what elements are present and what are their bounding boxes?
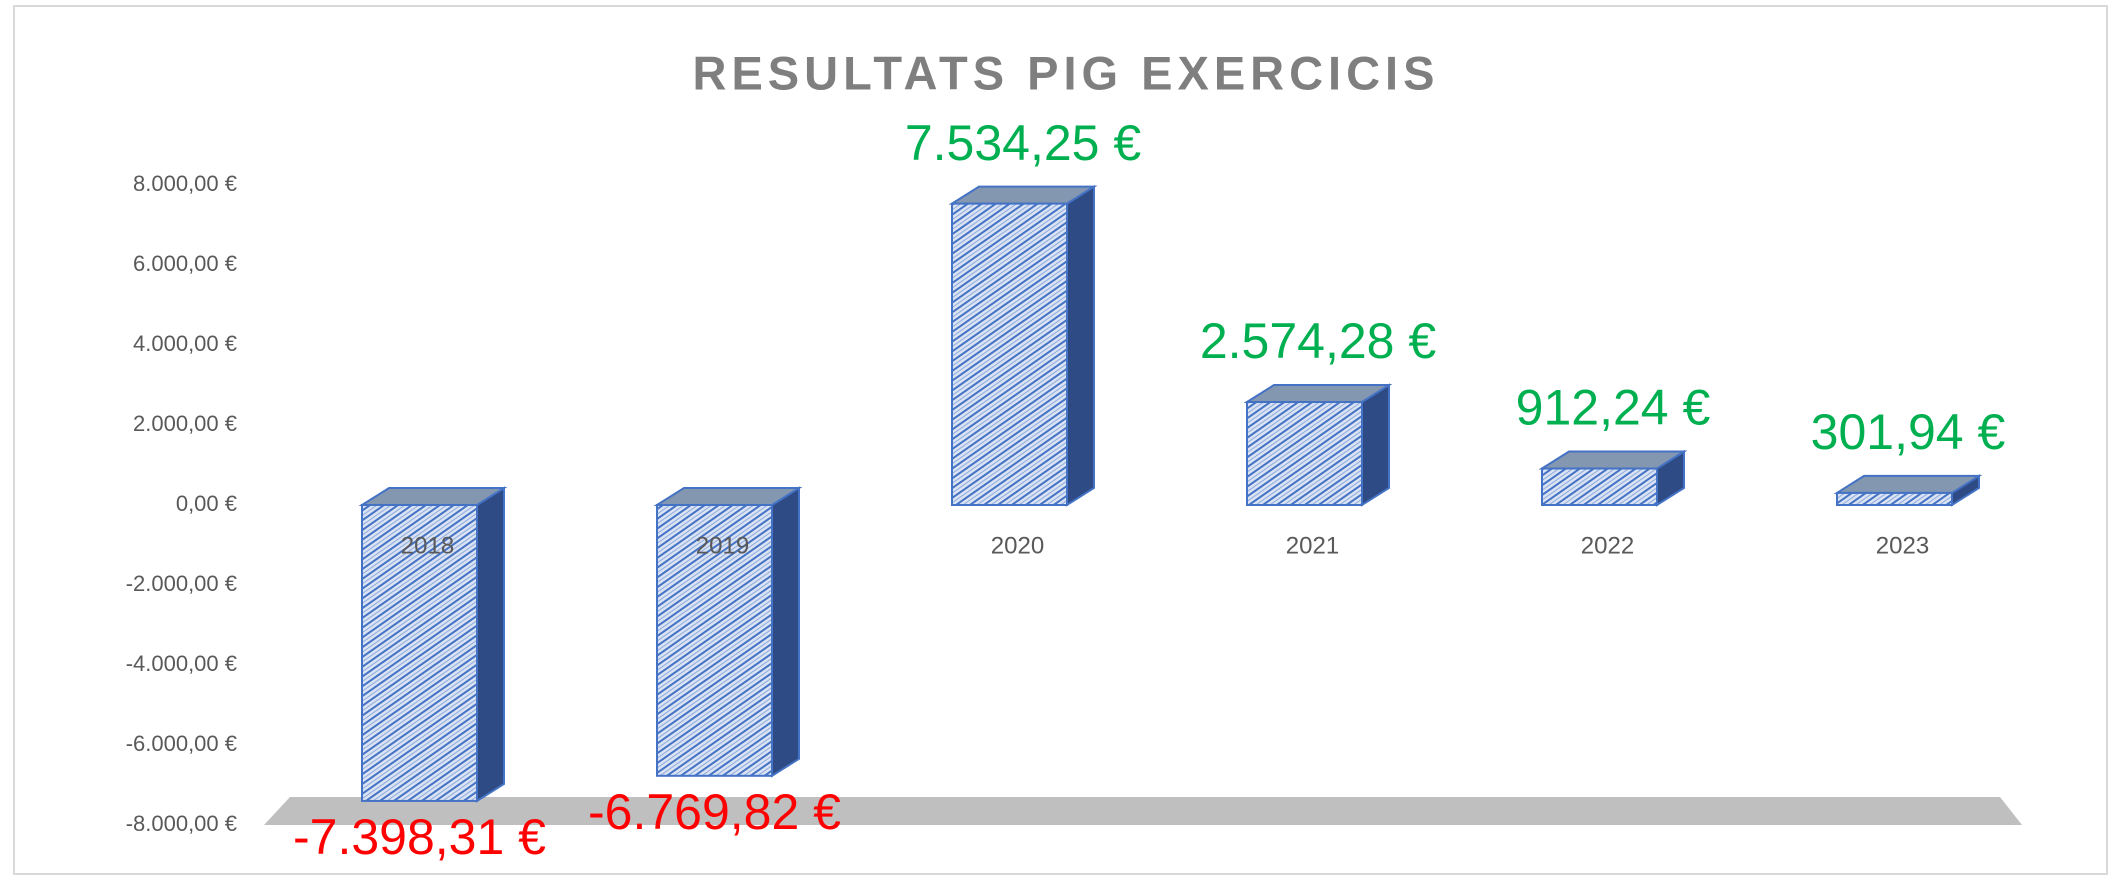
x-tick-label: 2022: [1581, 532, 1634, 559]
bar: [1833, 474, 1983, 507]
data-label: 912,24 €: [1516, 380, 1711, 436]
bar-front: [1246, 401, 1363, 507]
x-tick-label: 2023: [1876, 532, 1929, 559]
bar: [358, 486, 508, 803]
bar-front: [656, 504, 773, 777]
bar-front: [1541, 467, 1658, 507]
x-tick-label: 2018: [401, 532, 454, 559]
y-tick-label: -4.000,00 €: [126, 651, 237, 676]
data-label: 7.534,25 €: [905, 115, 1142, 171]
y-tick-label: 8.000,00 €: [133, 171, 237, 196]
bar-front: [951, 202, 1068, 506]
floor: [264, 797, 2022, 825]
y-tick-label: 6.000,00 €: [133, 251, 237, 276]
data-label: -7.398,31 €: [293, 809, 546, 865]
chart-title: RESULTATS PIG EXERCICIS: [693, 46, 1440, 99]
bar: [653, 486, 803, 778]
bar-top: [358, 487, 508, 506]
x-tick-label: 2019: [696, 532, 749, 559]
bar-top: [653, 487, 803, 506]
bar: [1538, 449, 1688, 507]
x-tick-label: 2021: [1286, 532, 1339, 559]
data-label: 2.574,28 €: [1200, 313, 1437, 369]
bar-side: [1361, 383, 1390, 507]
y-tick-label: -8.000,00 €: [126, 811, 237, 836]
y-tick-label: 4.000,00 €: [133, 331, 237, 356]
data-label: -6.769,82 €: [588, 784, 841, 840]
bar: [948, 184, 1098, 507]
bar-front: [361, 504, 478, 802]
bar-top: [1833, 474, 1983, 494]
bar-side: [476, 486, 505, 803]
bar-top: [948, 185, 1098, 205]
x-tick-label: 2020: [991, 532, 1044, 559]
bar-side: [771, 486, 800, 778]
bar-front: [1836, 491, 1953, 506]
y-tick-label: 0,00 €: [176, 491, 237, 516]
bar-top: [1243, 384, 1393, 404]
data-label: 301,94 €: [1811, 404, 2006, 460]
bar-top: [1538, 450, 1688, 470]
bar: [1243, 383, 1393, 507]
y-tick-label: 2.000,00 €: [133, 411, 237, 436]
y-tick-label: -6.000,00 €: [126, 731, 237, 756]
y-tick-label: -2.000,00 €: [126, 571, 237, 596]
bar-side: [1066, 184, 1095, 507]
